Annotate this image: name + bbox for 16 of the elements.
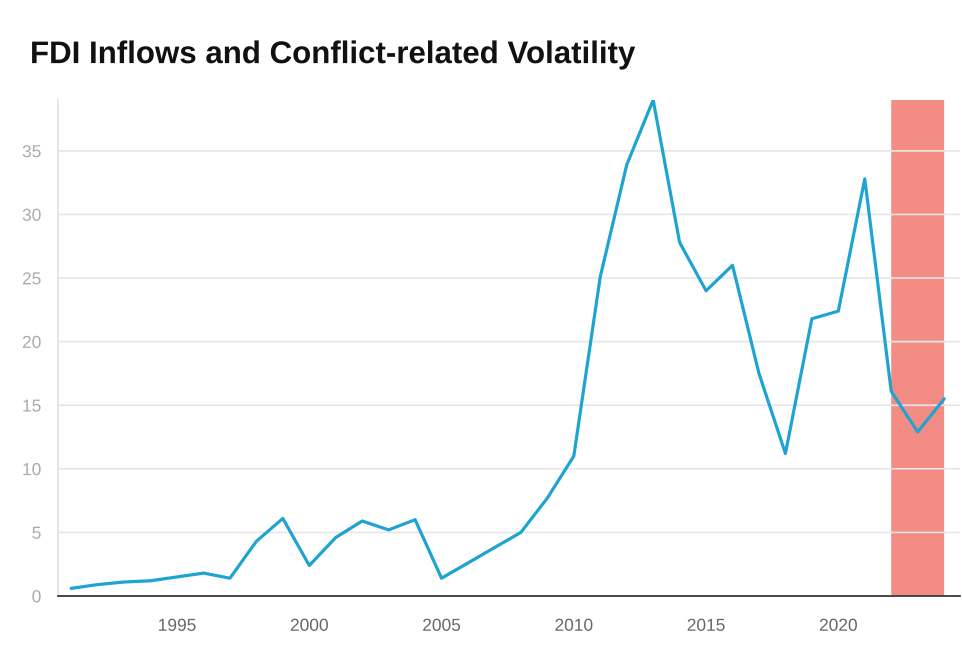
y-tick-label: 25 <box>22 272 41 285</box>
y-tick-label: 20 <box>22 336 41 348</box>
line-series <box>70 100 946 590</box>
y-tick-label: 15 <box>23 400 41 412</box>
y-tick-label: 10 <box>23 462 41 476</box>
chart-title: FDI Inflows and Conflict-related Volatility <box>32 40 636 70</box>
y-tick-label: 5 <box>32 526 41 539</box>
x-tick-label: 2015 <box>688 618 725 631</box>
y-tick-label: 35 <box>22 145 41 158</box>
x-tick-label: 2000 <box>290 618 328 631</box>
y-tick-label: 0 <box>32 590 41 602</box>
x-tick-label: 2020 <box>820 618 857 631</box>
x-tick-label: 2010 <box>555 618 592 631</box>
y-tick-label: 30 <box>22 208 41 221</box>
x-tick-label: 2005 <box>423 618 460 631</box>
x-tick-label: 1995 <box>159 618 196 631</box>
